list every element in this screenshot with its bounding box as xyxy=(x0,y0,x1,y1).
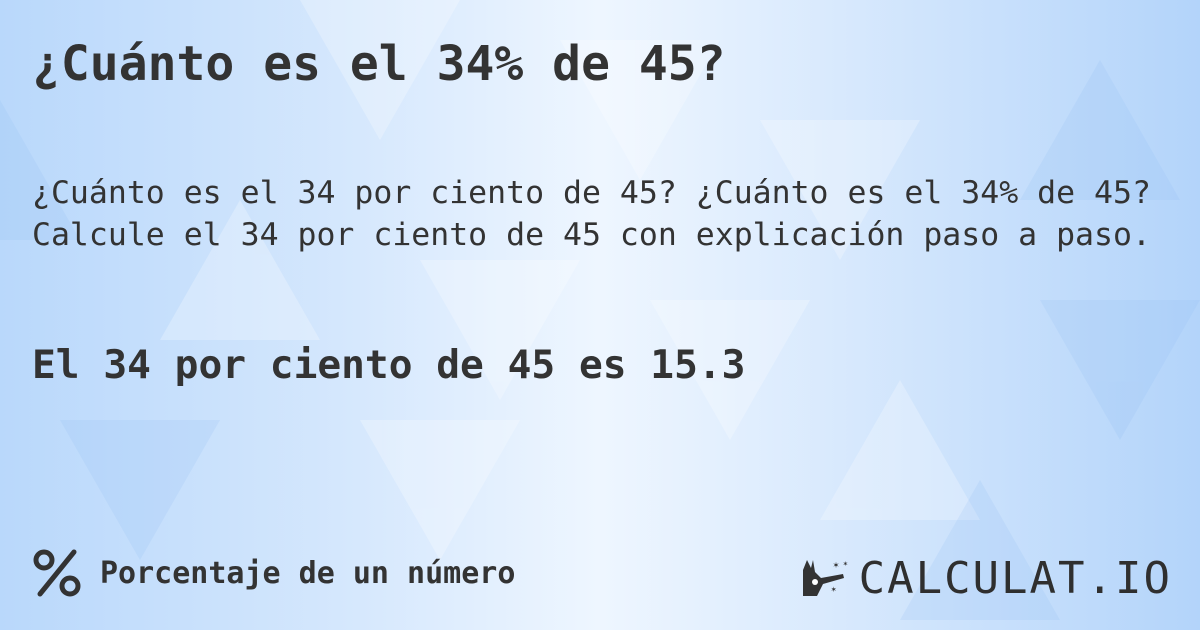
svg-text:✶: ✶ xyxy=(831,585,837,595)
description: ¿Cuánto es el 34 por ciento de 45? ¿Cuán… xyxy=(32,175,1151,253)
svg-text:✶: ✶ xyxy=(833,560,839,571)
category-label: Porcentaje de un número xyxy=(100,555,516,591)
result-text: El 34 por ciento de 45 es 15.3 xyxy=(32,342,746,388)
calculat-logo: ✶ ✶ ✶ CALCULAT.IO xyxy=(799,553,1172,604)
percent-icon xyxy=(33,549,81,597)
logo-text: CALCULAT.IO xyxy=(858,553,1172,604)
page-title: ¿Cuánto es el 34% de 45? xyxy=(32,36,726,92)
svg-text:✶: ✶ xyxy=(843,559,848,568)
magic-hand-icon: ✶ ✶ ✶ xyxy=(802,559,848,596)
category-footer: Porcentaje de un número xyxy=(32,548,515,598)
